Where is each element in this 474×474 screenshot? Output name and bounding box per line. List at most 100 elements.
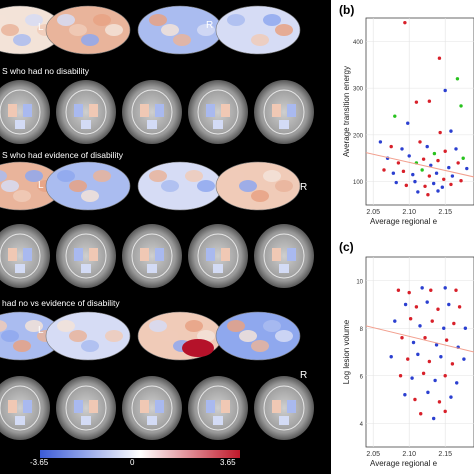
cortical-surface-1-2 bbox=[45, 5, 131, 55]
plot-b-xlabel: Average regional e bbox=[370, 217, 438, 226]
plot-b-point-47 bbox=[416, 190, 420, 194]
plot-c-point-3 bbox=[429, 288, 433, 292]
group1-left-hemisphere-label: L bbox=[38, 22, 44, 33]
plot-c-point-11 bbox=[457, 305, 462, 309]
plot-c-point-33 bbox=[410, 376, 414, 380]
plot-c-point-43 bbox=[419, 412, 423, 416]
plot-c-point-39 bbox=[413, 397, 417, 402]
plot-c-point-13 bbox=[408, 317, 413, 321]
cortical-surface-2-4 bbox=[215, 161, 301, 211]
plot-b-point-42 bbox=[413, 179, 417, 184]
plot-b-point-44 bbox=[431, 181, 436, 186]
plot-c-point-40 bbox=[426, 390, 430, 395]
plot-c-point-35 bbox=[433, 378, 437, 383]
plot-c-xtick-2: 2.15 bbox=[438, 451, 452, 458]
plot-b-ytick-2: 300 bbox=[353, 87, 364, 93]
plot-c-point-15 bbox=[430, 319, 434, 323]
plot-b-point-43 bbox=[423, 184, 427, 188]
plot-b-point-21 bbox=[396, 161, 401, 165]
plot-b-point-41 bbox=[404, 183, 409, 188]
group2-right-hemisphere-label: R bbox=[300, 182, 308, 193]
group3-left-hemisphere-label: L bbox=[38, 325, 44, 336]
plot-b-ytick-0: 100 bbox=[353, 180, 364, 186]
cortical-surface-3-2 bbox=[45, 311, 131, 361]
axial-slice-3-1 bbox=[0, 376, 50, 440]
panel-c-label: (c) bbox=[339, 240, 354, 254]
plot-c-point-45 bbox=[443, 409, 447, 414]
plot-b-point-26 bbox=[436, 158, 440, 163]
plot-c-point-20 bbox=[411, 340, 416, 345]
group2-header: S who had evidence of disability bbox=[2, 150, 123, 160]
plot-b-point-9 bbox=[438, 130, 442, 135]
axial-slice-1-1 bbox=[0, 80, 50, 144]
cortical-surface-3-1 bbox=[0, 311, 63, 361]
plot-c-point-1 bbox=[407, 290, 411, 295]
plot-b-ytick-3: 400 bbox=[353, 40, 364, 46]
axial-slice-2-3 bbox=[122, 224, 182, 288]
plot-c-point-14 bbox=[418, 324, 422, 328]
plot-c-point-36 bbox=[443, 374, 447, 378]
plot-b-xtick-1: 2.10 bbox=[402, 209, 416, 216]
plot-c-point-6 bbox=[403, 302, 408, 307]
plot-b-point-6 bbox=[459, 104, 463, 108]
plot-b-point-32 bbox=[401, 169, 406, 174]
colorbar-mid-label: 0 bbox=[130, 458, 135, 467]
plot-c-point-26 bbox=[406, 357, 410, 361]
plot-c-point-34 bbox=[421, 371, 426, 376]
plot-c-point-17 bbox=[452, 321, 456, 326]
plot-b-point-13 bbox=[400, 147, 404, 151]
plot-b-point-48 bbox=[426, 193, 430, 197]
plot-b-point-17 bbox=[443, 149, 447, 153]
axial-slice-2-4 bbox=[188, 224, 248, 288]
plot-c-point-29 bbox=[439, 355, 443, 359]
plot-b-point-11 bbox=[378, 140, 383, 144]
cortical-surface-2-3 bbox=[137, 161, 223, 211]
plot-b-point-22 bbox=[407, 154, 411, 158]
colorbar-max-label: 3.65 bbox=[220, 458, 236, 467]
plot-b-point-1 bbox=[437, 56, 442, 60]
plot-b-point-34 bbox=[420, 168, 424, 172]
plot-b-point-19 bbox=[461, 156, 465, 160]
plot-c-xlabel: Average regional e bbox=[370, 459, 438, 468]
plot-c-ytick-3: 4 bbox=[360, 422, 364, 428]
plot-c-point-25 bbox=[389, 355, 393, 359]
plot-c-point-23 bbox=[444, 338, 449, 342]
plot-b-point-36 bbox=[434, 171, 439, 175]
plot-c-point-27 bbox=[416, 352, 420, 357]
axial-slice-3-4 bbox=[188, 376, 248, 440]
cortical-surface-3-3 bbox=[137, 311, 223, 361]
plot-b-point-25 bbox=[429, 163, 433, 167]
plot-b-point-27 bbox=[447, 165, 451, 170]
brain-map-panel: S who had no disability L R S who had ev… bbox=[0, 0, 331, 474]
plot-c-point-2 bbox=[420, 286, 424, 290]
colorbar bbox=[40, 450, 240, 458]
plot-b-point-12 bbox=[389, 144, 393, 149]
plot-b-xtick-2: 2.15 bbox=[438, 209, 452, 216]
axial-slice-1-3 bbox=[122, 80, 182, 144]
plot-b-point-49 bbox=[436, 189, 440, 193]
axial-slice-3-5 bbox=[254, 376, 314, 440]
plot-c-point-41 bbox=[437, 400, 442, 404]
plot-b-point-8 bbox=[406, 121, 410, 125]
plot-b-point-7 bbox=[393, 114, 397, 118]
plot-b-point-38 bbox=[450, 174, 455, 178]
axial-slice-2-2 bbox=[56, 224, 116, 288]
plot-b-point-14 bbox=[418, 140, 422, 144]
plot-b-ytick-1: 200 bbox=[353, 133, 364, 139]
plot-c-point-21 bbox=[423, 336, 427, 340]
plot-b-point-45 bbox=[440, 185, 445, 189]
group1-header: S who had no disability bbox=[2, 66, 89, 76]
group3-header: had no vs evidence of disability bbox=[2, 298, 120, 308]
plot-b-plot-frame bbox=[365, 17, 474, 206]
plot-b-point-28 bbox=[456, 161, 460, 165]
plot-b-point-35 bbox=[427, 174, 432, 178]
plot-b-point-10 bbox=[449, 129, 453, 133]
axial-slice-2-1 bbox=[0, 224, 50, 288]
plot-b-trend-line bbox=[365, 152, 474, 178]
plot-b-point-40 bbox=[394, 180, 398, 185]
plot-b-point-3 bbox=[443, 88, 447, 93]
plot-c-point-30 bbox=[450, 362, 455, 366]
plot-c-ytick-0: 10 bbox=[356, 279, 363, 285]
panel-b-label: (b) bbox=[339, 3, 355, 17]
